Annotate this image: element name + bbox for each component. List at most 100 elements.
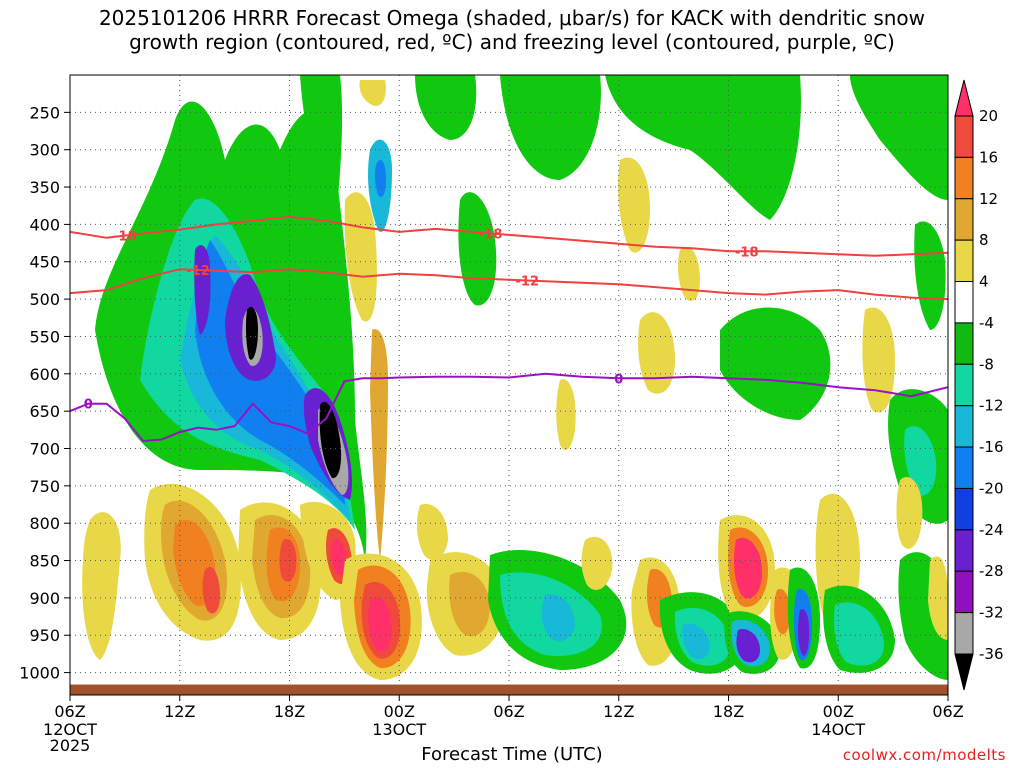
y-tick-label: 400 [29, 215, 60, 234]
omega-region [331, 538, 347, 575]
y-tick-label: 650 [29, 402, 60, 421]
omega-region [834, 602, 884, 666]
colorbar-label: -12 [979, 397, 1004, 415]
omega-region [370, 329, 388, 560]
colorbar-swatch [954, 198, 974, 241]
y-tick-label: 700 [29, 439, 60, 458]
colorbar-swatch [954, 156, 974, 200]
omega-region [416, 504, 448, 560]
x-tick-label: 12Z [603, 702, 634, 721]
contour-label: 0 [84, 398, 93, 413]
contour-label: -18 [735, 245, 759, 260]
colorbar-swatch [954, 570, 974, 614]
omega-region [202, 566, 220, 614]
contour-label: 0 [614, 372, 623, 387]
omega-region [374, 160, 386, 197]
contour-line [69, 372, 949, 443]
terrain-surface [70, 684, 948, 695]
omega-region [279, 539, 297, 582]
terrain-strip [70, 684, 948, 695]
colorbar-label: -36 [979, 645, 1004, 663]
colorbar-label: -24 [979, 521, 1004, 539]
omega-region [797, 609, 810, 656]
y-tick-label: 900 [29, 589, 60, 608]
chart-title: 2025101206 HRRR Forecast Omega (shaded, … [0, 6, 1024, 54]
title-line-1: 2025101206 HRRR Forecast Omega (shaded, … [98, 6, 926, 30]
colorbar-swatch [954, 322, 974, 365]
omega-shading [82, 75, 948, 680]
contour-label: -12 [516, 274, 540, 289]
y-tick-label: 450 [29, 253, 60, 272]
y-tick-label: 750 [29, 477, 60, 496]
colorbar-label: 8 [979, 231, 989, 249]
colorbar-swatch [954, 612, 974, 655]
temperature-contours: -18 -18 -18 -12 -12 0 0 [69, 215, 949, 443]
colorbar-swatch [954, 363, 974, 407]
colorbar: 20 16 12 8 4 -4 -8 -12 -16 -20 -24 -28 -32 -36 [954, 79, 1004, 691]
omega-region [862, 307, 895, 413]
y-tick-label: 300 [29, 141, 60, 160]
omega-region [300, 75, 343, 230]
colorbar-swatch [954, 446, 974, 489]
omega-region [638, 312, 675, 394]
colorbar-label: 12 [979, 190, 998, 208]
contour-label: -12 [186, 264, 210, 279]
omega-region [774, 589, 791, 635]
omega-region [319, 401, 342, 479]
y-tick-label: 850 [29, 552, 60, 571]
omega-region [194, 245, 211, 335]
x-tick-label: 18Z [274, 702, 305, 721]
colorbar-swatch [954, 529, 974, 572]
omega-region [677, 246, 700, 301]
y-tick-label: 350 [29, 178, 60, 197]
omega-region [500, 75, 601, 180]
omega-region [734, 537, 762, 599]
omega-region [904, 426, 937, 496]
y-tick-label: 1000 [19, 664, 60, 683]
x-tick-label: 06Z [54, 702, 85, 721]
y-tick-label: 550 [29, 327, 60, 346]
x-tick-label: 18Z [713, 702, 744, 721]
colorbar-label: -8 [979, 355, 994, 373]
contour-line [69, 215, 949, 257]
omega-region [541, 594, 575, 642]
contour-label: -18 [479, 227, 503, 242]
y-axis: 250 300 350 400 450 500 550 600 650 700 750 800 850 9… [19, 103, 70, 683]
colorbar-swatch [954, 281, 974, 324]
omega-region [605, 75, 801, 220]
x-tick-label: 06Z [932, 702, 963, 721]
x-tick-sublabel: 13OCT [372, 720, 426, 739]
colorbar-swatch [954, 653, 974, 691]
omega-region [928, 556, 948, 640]
colorbar-label: -16 [979, 438, 1004, 456]
colorbar-swatch [954, 405, 974, 448]
omega-region [736, 629, 760, 663]
omega-region [896, 476, 923, 549]
omega-region [618, 157, 650, 253]
colorbar-swatch [954, 239, 974, 283]
title-line-2: growth region (contoured, red, ºC) and f… [129, 30, 895, 54]
omega-region [914, 221, 946, 330]
colorbar-swatch [954, 115, 974, 158]
credit-link[interactable]: coolwx.com/modelts [842, 746, 1006, 764]
colorbar-label: -20 [979, 479, 1004, 497]
y-tick-label: 250 [29, 103, 60, 122]
colorbar-label: -32 [979, 604, 1004, 622]
colorbar-label: 16 [979, 148, 998, 166]
colorbar-label: -4 [979, 314, 994, 332]
contour-label: -18 [113, 230, 137, 245]
y-tick-label: 500 [29, 290, 60, 309]
x-tick-sublabel: 12OCT [43, 720, 97, 739]
y-tick-label: 950 [29, 626, 60, 645]
colorbar-swatch [954, 79, 974, 117]
omega-region [245, 306, 258, 360]
omega-region [368, 597, 392, 652]
colorbar-label: -28 [979, 562, 1004, 580]
x-tick-label: 06Z [493, 702, 524, 721]
y-tick-label: 800 [29, 514, 60, 533]
x-tick-label: 12Z [164, 702, 195, 721]
omega-region [720, 307, 831, 420]
y-tick-label: 600 [29, 365, 60, 384]
